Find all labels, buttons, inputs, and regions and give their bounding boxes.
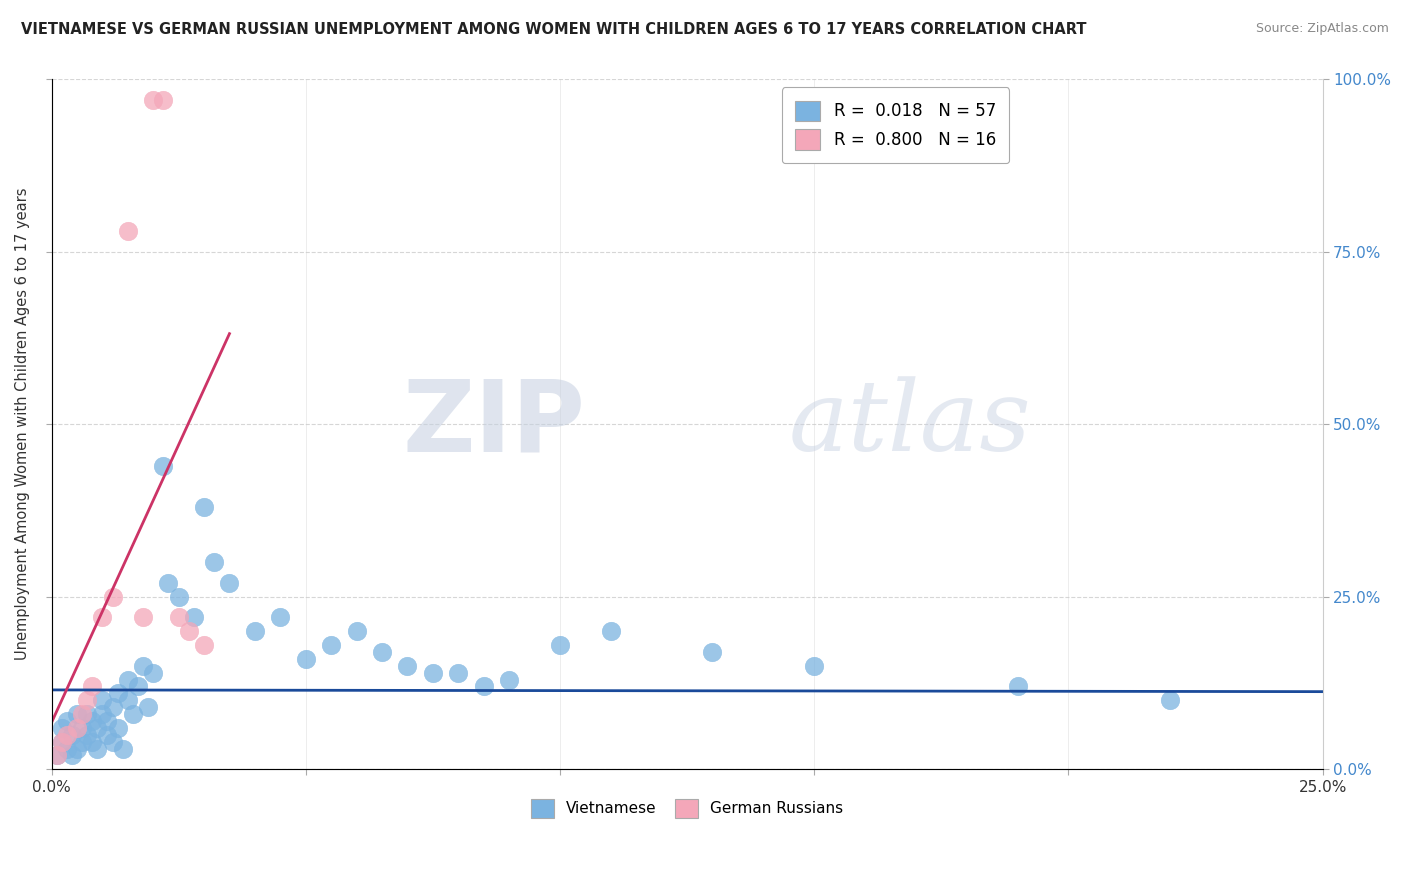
- Point: [117, 693, 139, 707]
- Point: [548, 638, 571, 652]
- Legend: Vietnamese, German Russians: Vietnamese, German Russians: [524, 793, 849, 824]
- Point: [55, 728, 77, 742]
- Point: [76, 728, 98, 742]
- Point: [76, 707, 98, 722]
- Point: [127, 680, 149, 694]
- Point: [132, 610, 155, 624]
- Point: [132, 658, 155, 673]
- Point: [96, 714, 118, 728]
- Point: [117, 224, 139, 238]
- Point: [101, 700, 124, 714]
- Point: [91, 707, 114, 722]
- Point: [269, 610, 291, 624]
- Text: ZIP: ZIP: [402, 376, 585, 473]
- Point: [243, 624, 266, 639]
- Point: [76, 693, 98, 707]
- Point: [599, 624, 621, 639]
- Point: [55, 741, 77, 756]
- Point: [60, 748, 83, 763]
- Point: [70, 734, 93, 748]
- Point: [422, 665, 444, 680]
- Point: [142, 665, 165, 680]
- Point: [346, 624, 368, 639]
- Point: [447, 665, 470, 680]
- Point: [472, 680, 495, 694]
- Point: [45, 748, 67, 763]
- Point: [86, 721, 108, 735]
- Point: [101, 734, 124, 748]
- Point: [152, 93, 174, 107]
- Point: [371, 645, 394, 659]
- Point: [193, 638, 215, 652]
- Point: [60, 728, 83, 742]
- Y-axis label: Unemployment Among Women with Children Ages 6 to 17 years: Unemployment Among Women with Children A…: [15, 188, 30, 660]
- Point: [66, 741, 89, 756]
- Point: [70, 721, 93, 735]
- Point: [91, 610, 114, 624]
- Point: [96, 728, 118, 742]
- Point: [111, 741, 134, 756]
- Point: [152, 458, 174, 473]
- Point: [167, 590, 190, 604]
- Point: [157, 575, 180, 590]
- Point: [66, 721, 89, 735]
- Point: [82, 680, 104, 694]
- Point: [142, 93, 165, 107]
- Point: [803, 658, 825, 673]
- Point: [202, 555, 225, 569]
- Point: [82, 714, 104, 728]
- Point: [82, 734, 104, 748]
- Point: [107, 686, 129, 700]
- Point: [294, 652, 316, 666]
- Point: [51, 734, 73, 748]
- Point: [183, 610, 205, 624]
- Point: [136, 700, 159, 714]
- Text: VIETNAMESE VS GERMAN RUSSIAN UNEMPLOYMENT AMONG WOMEN WITH CHILDREN AGES 6 TO 17: VIETNAMESE VS GERMAN RUSSIAN UNEMPLOYMEN…: [21, 22, 1087, 37]
- Text: atlas: atlas: [789, 376, 1032, 472]
- Point: [1007, 680, 1029, 694]
- Point: [122, 707, 145, 722]
- Point: [101, 590, 124, 604]
- Point: [86, 741, 108, 756]
- Point: [70, 707, 93, 722]
- Point: [167, 610, 190, 624]
- Point: [193, 500, 215, 514]
- Point: [702, 645, 724, 659]
- Point: [498, 673, 520, 687]
- Point: [107, 721, 129, 735]
- Point: [177, 624, 200, 639]
- Point: [51, 721, 73, 735]
- Point: [117, 673, 139, 687]
- Text: Source: ZipAtlas.com: Source: ZipAtlas.com: [1256, 22, 1389, 36]
- Point: [396, 658, 419, 673]
- Point: [218, 575, 240, 590]
- Point: [45, 748, 67, 763]
- Point: [66, 707, 89, 722]
- Point: [1159, 693, 1181, 707]
- Point: [91, 693, 114, 707]
- Point: [55, 714, 77, 728]
- Point: [51, 734, 73, 748]
- Point: [321, 638, 343, 652]
